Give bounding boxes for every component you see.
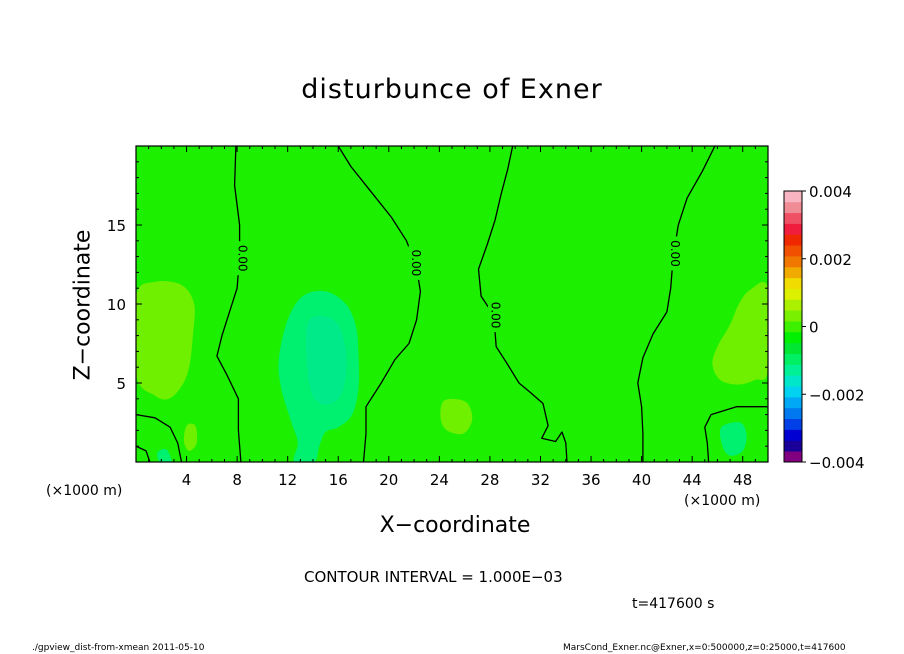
x-tick-label: 28 <box>480 471 499 489</box>
contour-interval-text: CONTOUR INTERVAL = 1.000E−03 <box>304 568 563 586</box>
x-tick-label: 32 <box>531 471 550 489</box>
colorbar-swatch <box>784 342 802 354</box>
x-tick-label: 40 <box>632 471 651 489</box>
colorbar-swatch <box>784 299 802 311</box>
x-axis-label: X−coordinate <box>379 513 531 538</box>
shaded-region <box>183 423 198 451</box>
colorbar-swatch <box>784 245 802 257</box>
contour-line <box>637 146 716 462</box>
colorbar-swatch <box>784 364 802 376</box>
colorbar-swatch <box>784 386 802 398</box>
colorbar-swatch <box>784 277 802 289</box>
chart-title: disturbunce of Exner <box>301 74 603 105</box>
colorbar-swatch <box>784 201 802 214</box>
x-tick-label: 24 <box>430 471 449 489</box>
x-tick-label: 36 <box>581 471 600 489</box>
colorbar-swatch <box>784 266 802 279</box>
y-axis-ticks: 5 10 15 <box>107 161 768 447</box>
colorbar-tick-label: −0.002 <box>809 386 865 404</box>
shaded-region <box>719 422 747 456</box>
colorbar-swatch <box>784 429 802 441</box>
colorbar-tick-label: −0.004 <box>809 454 865 472</box>
contour-label-backdrop <box>487 298 502 333</box>
x-unit-label-left: (×1000 m) <box>46 483 123 499</box>
colorbar-swatch <box>784 321 802 333</box>
footer-left-text: ./gpview_dist-from-xmean 2011-05-10 <box>32 643 205 653</box>
shaded-region <box>305 316 347 405</box>
colorbar-swatch <box>784 407 802 420</box>
colorbar: 0.004 0.002 0 −0.002 −0.004 <box>783 183 865 472</box>
contour-label: 0.00 <box>488 302 502 329</box>
contour-label-backdrop <box>235 241 250 276</box>
colorbar-tick-label: 0 <box>809 319 819 337</box>
shaded-region <box>440 398 473 435</box>
time-label: t=417600 s <box>632 596 715 612</box>
x-tick-label: 16 <box>329 471 348 489</box>
colorbar-swatch <box>784 191 802 203</box>
shaded-regions <box>136 281 768 462</box>
x-tick-label: 48 <box>733 471 752 489</box>
colorbar-swatch <box>784 331 802 344</box>
colorbar-swatch <box>784 212 802 224</box>
colorbar-swatch <box>784 396 802 409</box>
contour-line <box>136 445 151 462</box>
colorbar-swatch <box>784 451 802 463</box>
contour-label: 0.00 <box>668 240 682 267</box>
contour-label-backdrop <box>408 245 423 280</box>
contour-line <box>477 146 568 462</box>
x-axis-ticks: 4 8 12 16 20 24 28 32 36 40 44 48 <box>148 146 756 489</box>
contour-label-backdrop <box>667 236 682 271</box>
x-tick-label: 4 <box>182 471 192 489</box>
shaded-region <box>712 282 768 385</box>
contour-line <box>136 413 183 462</box>
colorbar-swatch <box>784 440 802 452</box>
colorbar-tick-label: 0.004 <box>809 183 852 201</box>
y-tick-label: 15 <box>107 217 126 235</box>
colorbar-swatch <box>784 418 802 430</box>
contour-line <box>337 146 422 462</box>
colorbar-swatch <box>784 234 802 246</box>
colorbar-swatch <box>784 223 802 235</box>
contour-line <box>704 406 768 462</box>
colorbar-swatch <box>784 353 802 365</box>
colorbar-swatch <box>784 256 802 268</box>
y-tick-label: 10 <box>107 296 126 314</box>
contour-label: 0.00 <box>409 250 423 277</box>
colorbar-swatch <box>784 375 802 387</box>
x-unit-label-right: (×1000 m) <box>684 493 761 509</box>
x-tick-label: 20 <box>379 471 398 489</box>
colorbar-tick-label: 0.002 <box>809 251 852 269</box>
contour-lines <box>136 146 768 462</box>
x-tick-label: 8 <box>232 471 242 489</box>
colorbar-swatch <box>784 288 802 300</box>
contour-labels: 0.00 0.00 0.00 0.00 <box>235 236 682 333</box>
shaded-region <box>157 448 172 462</box>
footer-right-text: MarsCond_Exner.nc@Exner,x=0:500000,z=0:2… <box>563 643 846 653</box>
y-tick-label: 5 <box>116 375 126 393</box>
shaded-region <box>136 281 195 400</box>
x-tick-label: 12 <box>278 471 297 489</box>
colorbar-swatch <box>784 310 802 322</box>
contour-label: 0.00 <box>236 245 250 272</box>
x-tick-label: 44 <box>683 471 702 489</box>
y-axis-label: Z−coordinate <box>70 229 96 381</box>
contour-line <box>216 146 242 462</box>
